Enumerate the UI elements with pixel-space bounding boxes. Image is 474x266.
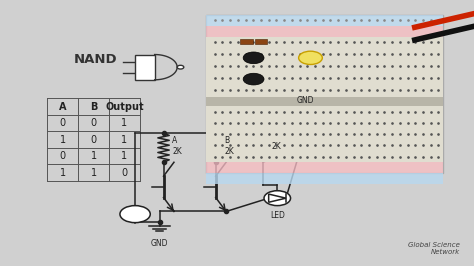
Circle shape xyxy=(243,52,264,64)
Text: 0: 0 xyxy=(91,118,97,128)
Circle shape xyxy=(243,73,264,85)
Text: A: A xyxy=(59,102,66,112)
Text: 0: 0 xyxy=(60,151,66,161)
Text: B
2K: B 2K xyxy=(224,136,234,156)
Text: GND: GND xyxy=(297,96,314,105)
Text: NAND: NAND xyxy=(73,52,117,65)
Text: 1: 1 xyxy=(91,151,97,161)
Circle shape xyxy=(120,206,150,223)
Bar xyxy=(206,106,443,162)
Text: GND: GND xyxy=(151,239,168,248)
Bar xyxy=(206,15,443,173)
Text: Output: Output xyxy=(105,102,144,112)
Bar xyxy=(135,55,155,80)
Text: 1: 1 xyxy=(121,118,128,128)
Text: LED: LED xyxy=(270,211,285,221)
Bar xyxy=(255,39,267,44)
Text: B: B xyxy=(90,102,97,112)
Bar xyxy=(206,97,443,106)
Text: —: — xyxy=(132,215,138,221)
Text: A
2K: A 2K xyxy=(172,136,182,156)
Text: 1: 1 xyxy=(91,168,97,178)
Text: +: + xyxy=(132,206,138,215)
Bar xyxy=(206,26,443,37)
Text: 1: 1 xyxy=(60,135,66,145)
Bar xyxy=(240,39,253,44)
Bar xyxy=(206,37,443,97)
Text: Global Science
Network: Global Science Network xyxy=(408,242,460,255)
Bar xyxy=(206,15,443,26)
Text: 1: 1 xyxy=(121,151,128,161)
Circle shape xyxy=(177,65,184,69)
Text: 0: 0 xyxy=(91,135,97,145)
Circle shape xyxy=(299,51,322,64)
Text: 1: 1 xyxy=(60,168,66,178)
Bar xyxy=(206,173,443,184)
Circle shape xyxy=(264,191,291,206)
Text: 0: 0 xyxy=(121,168,128,178)
Text: 1: 1 xyxy=(121,135,128,145)
Text: 2K: 2K xyxy=(272,142,282,151)
Bar xyxy=(206,162,443,173)
Text: 5V: 5V xyxy=(130,210,140,216)
Text: 0: 0 xyxy=(60,118,66,128)
